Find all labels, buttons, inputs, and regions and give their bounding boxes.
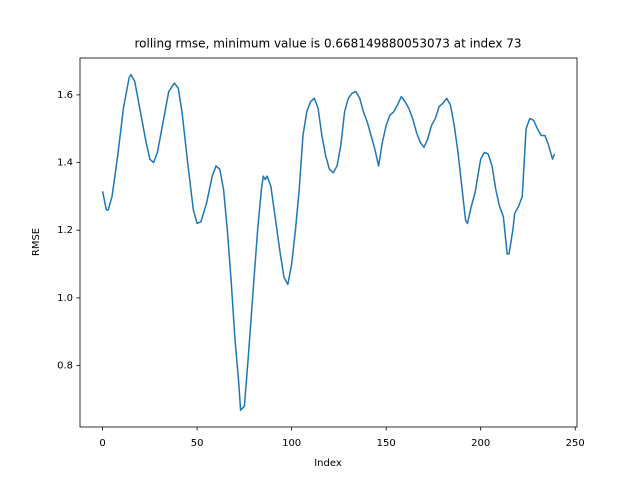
chart-title: rolling rmse, minimum value is 0.6681498… bbox=[134, 37, 521, 51]
x-tick-label: 50 bbox=[191, 438, 204, 449]
x-tick-label: 150 bbox=[377, 438, 396, 449]
y-tick-label: 0.8 bbox=[57, 361, 73, 372]
x-axis-label: Index bbox=[314, 458, 342, 469]
y-tick-label: 1.6 bbox=[57, 90, 73, 101]
x-tick-label: 100 bbox=[282, 438, 301, 449]
y-tick-label: 1.4 bbox=[57, 158, 73, 169]
x-tick-label: 200 bbox=[471, 438, 490, 449]
data-line bbox=[101, 73, 556, 411]
y-axis-label: RMSE bbox=[31, 228, 42, 256]
x-tick-label: 0 bbox=[99, 438, 105, 449]
y-tick-label: 1.2 bbox=[57, 225, 73, 236]
x-tick-label: 250 bbox=[566, 438, 585, 449]
y-tick-label: 1.0 bbox=[57, 293, 73, 304]
plot-frame bbox=[79, 57, 578, 428]
